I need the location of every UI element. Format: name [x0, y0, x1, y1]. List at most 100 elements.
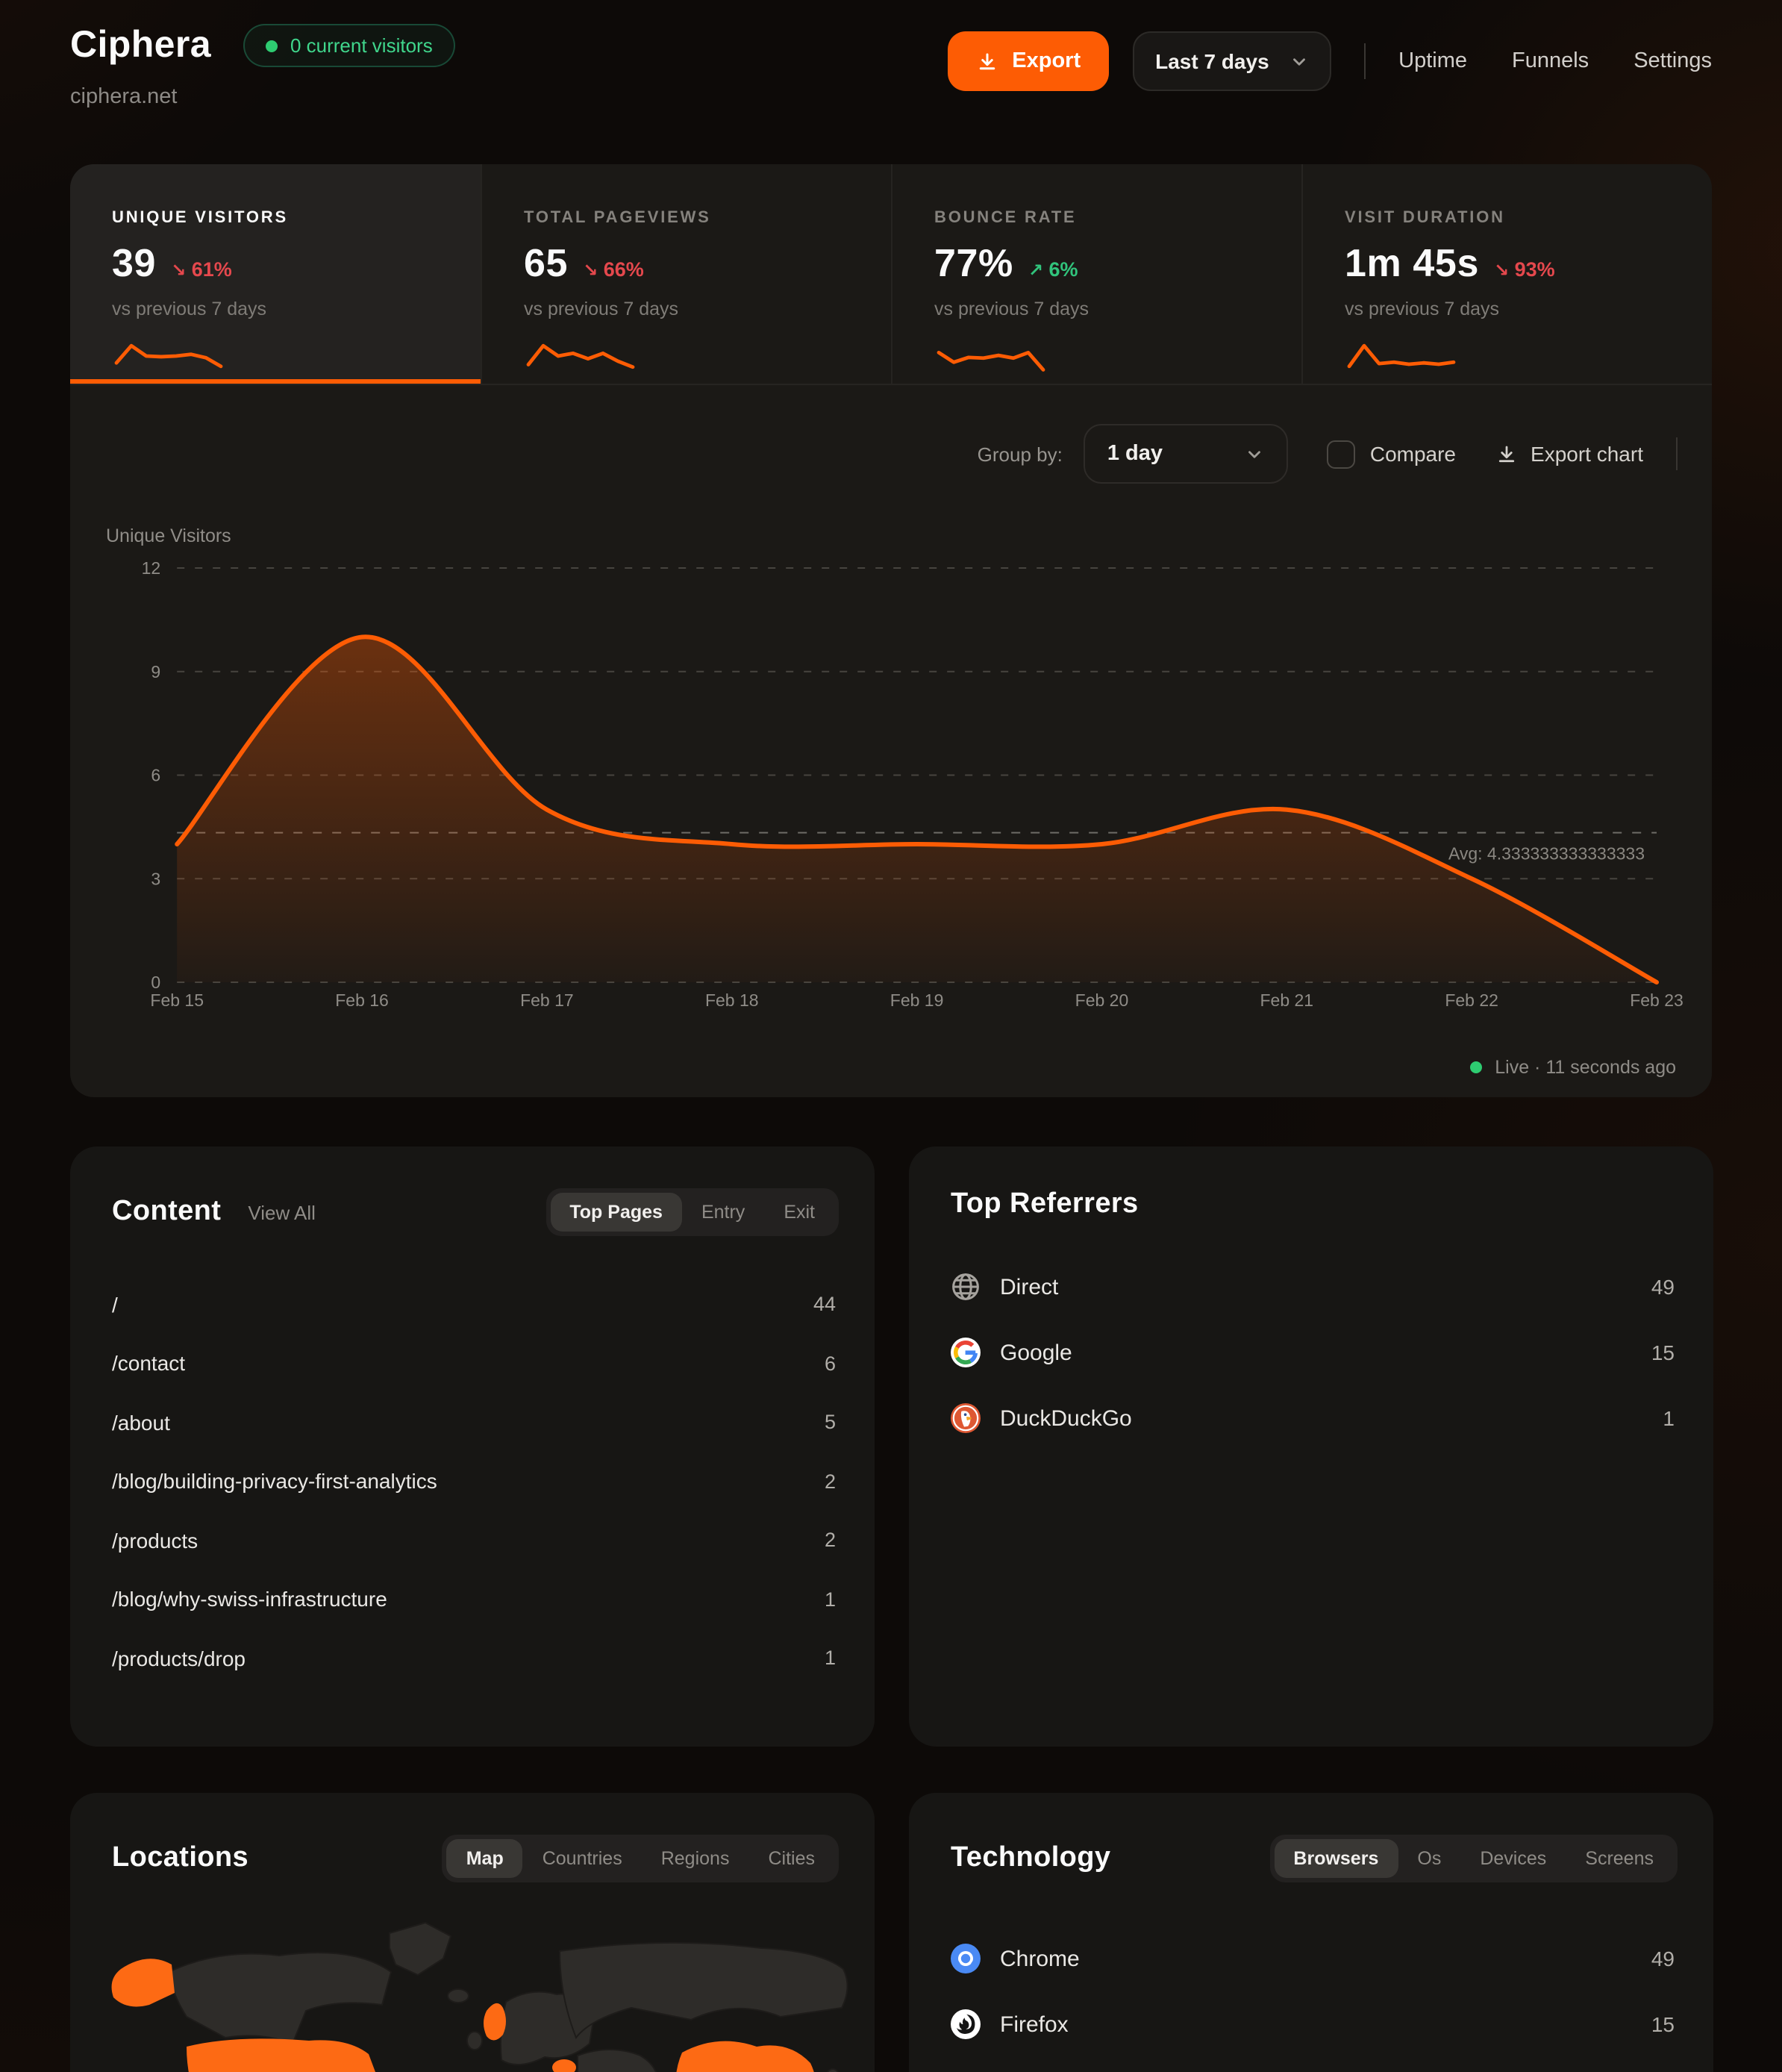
browser-row-partial[interactable]	[909, 2057, 1713, 2072]
download-icon	[980, 52, 995, 69]
avg-line-label: Avg: 4.333333333333333	[1448, 844, 1645, 864]
firefox-icon	[951, 2009, 981, 2039]
compare-label: Compare	[1369, 442, 1457, 466]
locations-tab-map[interactable]: Map	[446, 1839, 523, 1878]
x-tick-label: Feb 21	[1260, 990, 1313, 1010]
y-tick-label: 12	[142, 558, 161, 578]
group-by-value: 1 day	[1107, 442, 1163, 466]
stat-card-total-pageviews[interactable]: TOTAL PAGEVIEWS 65 ↘ 66% vs previous 7 days	[481, 164, 891, 384]
stat-delta: ↘ 93%	[1493, 258, 1555, 281]
current-visitors-label: 0 current visitors	[290, 34, 433, 57]
content-tab-exit[interactable]: Exit	[784, 1202, 815, 1223]
page-path: /	[112, 1292, 118, 1317]
x-tick-label: Feb 19	[890, 990, 944, 1010]
current-visitors-badge[interactable]: 0 current visitors	[243, 24, 455, 67]
technology-tab-devices[interactable]: Devices	[1480, 1848, 1547, 1869]
nav-link-funnels[interactable]: Funnels	[1512, 49, 1589, 73]
referrer-rows: Direct 49 Google 15 DuckDuckGo 1	[909, 1254, 1713, 1451]
export-button[interactable]: Export	[948, 31, 1110, 91]
globe-icon	[951, 1272, 981, 1302]
technology-tab-os[interactable]: Os	[1417, 1848, 1442, 1869]
page-path: /products	[112, 1528, 198, 1553]
x-tick-label: Feb 23	[1630, 990, 1683, 1010]
page-count: 44	[813, 1293, 836, 1316]
page-path: /about	[112, 1410, 170, 1435]
page-row-contact[interactable]: /contact 6	[70, 1334, 875, 1393]
locations-panel: Locations Map Countries Regions Cities	[70, 1793, 875, 2072]
stat-value: 1m 45s	[1345, 240, 1479, 285]
referrer-name: Direct	[1000, 1274, 1059, 1299]
compare-toggle[interactable]: Compare	[1326, 440, 1457, 468]
stat-comparison-label: vs previous 7 days	[524, 299, 679, 319]
date-range-select[interactable]: Last 7 days	[1133, 31, 1332, 91]
page-row-blog-building-privacy-first-analytics[interactable]: /blog/building-privacy-first-analytics 2	[70, 1452, 875, 1511]
x-tick-label: Feb 15	[150, 990, 204, 1010]
browser-row-chrome[interactable]: Chrome 49	[909, 1926, 1713, 1991]
stat-card-bounce-rate[interactable]: BOUNCE RATE 77% ↗ 6% vs previous 7 days	[891, 164, 1301, 384]
technology-panel: Technology Browsers Os Devices Screens Chro…	[909, 1793, 1713, 2072]
content-tabs: Top Pages Entry Exit	[545, 1188, 839, 1236]
referrer-row-direct[interactable]: Direct 49	[909, 1254, 1713, 1320]
browser-count: 49	[1651, 1947, 1675, 1970]
stat-value: 77%	[934, 240, 1013, 285]
y-tick-label: 9	[151, 662, 160, 681]
y-tick-label: 6	[151, 766, 160, 785]
y-tick-label: 3	[151, 869, 160, 888]
locations-tab-countries[interactable]: Countries	[542, 1848, 622, 1869]
google-icon	[951, 1338, 981, 1367]
nav-link-settings[interactable]: Settings	[1634, 49, 1712, 73]
header: Ciphera 0 current visitors ciphera.net E…	[70, 24, 1712, 109]
content-tab-top-pages[interactable]: Top Pages	[550, 1193, 682, 1232]
stat-label: TOTAL PAGEVIEWS	[524, 209, 711, 227]
export-chart-button[interactable]: Export chart	[1495, 442, 1643, 466]
page-row-products[interactable]: /products 2	[70, 1511, 875, 1570]
stats-row: UNIQUE VISITORS 39 ↘ 61% vs previous 7 days…	[70, 164, 1712, 385]
referrer-row-duckduckgo[interactable]: DuckDuckGo 1	[909, 1385, 1713, 1451]
stat-value: 39	[112, 240, 157, 285]
referrer-count: 15	[1651, 1341, 1675, 1364]
page-count: 2	[824, 1470, 836, 1493]
referrer-count: 1	[1663, 1406, 1675, 1430]
live-status-label: Live · 11 seconds ago	[1495, 1057, 1676, 1078]
page-count: 6	[824, 1352, 836, 1375]
view-all-link[interactable]: View All	[248, 1201, 316, 1223]
content-title: Content	[112, 1196, 222, 1227]
compare-checkbox[interactable]	[1326, 440, 1355, 468]
page-row-blog-why-swiss-infrastructure[interactable]: /blog/why-swiss-infrastructure 1	[70, 1570, 875, 1629]
stat-comparison-label: vs previous 7 days	[112, 299, 267, 319]
stat-card-visit-duration[interactable]: VISIT DURATION 1m 45s ↘ 93% vs previous 7 d…	[1301, 164, 1712, 384]
date-range-value: Last 7 days	[1155, 49, 1269, 73]
content-panel: Content View All Top Pages Entry Exit /44/…	[70, 1146, 875, 1747]
live-status: Live · 11 seconds ago	[1469, 1057, 1676, 1078]
live-dot-icon	[1469, 1061, 1482, 1073]
referrer-count: 49	[1651, 1275, 1675, 1299]
stat-card-unique-visitors[interactable]: UNIQUE VISITORS 39 ↘ 61% vs previous 7 days	[70, 164, 481, 384]
controls-divider	[1676, 437, 1678, 470]
page-row-products-drop[interactable]: /products/drop 1	[70, 1629, 875, 1688]
content-tab-entry[interactable]: Entry	[701, 1202, 745, 1223]
browser-row-firefox[interactable]: Firefox 15	[909, 1991, 1713, 2057]
browser-name: Firefox	[1000, 2012, 1069, 2037]
nav-link-uptime[interactable]: Uptime	[1398, 49, 1467, 73]
technology-tabs: Browsers Os Devices Screens	[1269, 1835, 1678, 1882]
chrome-icon	[951, 1944, 981, 1973]
technology-title: Technology	[951, 1842, 1111, 1873]
locations-tab-regions[interactable]: Regions	[660, 1848, 730, 1869]
x-tick-label: Feb 17	[520, 990, 574, 1010]
page-path: /products/drop	[112, 1646, 246, 1670]
locations-tab-cities[interactable]: Cities	[768, 1848, 815, 1869]
page-row-[interactable]: / 44	[70, 1275, 875, 1334]
technology-tab-browsers[interactable]: Browsers	[1274, 1839, 1398, 1878]
chevron-down-icon	[1248, 450, 1260, 458]
group-by-select[interactable]: 1 day	[1083, 424, 1288, 484]
technology-tab-screens[interactable]: Screens	[1585, 1848, 1654, 1869]
page-row-about[interactable]: /about 5	[70, 1393, 875, 1452]
referrer-row-google[interactable]: Google 15	[909, 1320, 1713, 1385]
referrer-name: DuckDuckGo	[1000, 1405, 1132, 1431]
chart-controls: Group by: 1 day Compare Export chart	[978, 424, 1678, 484]
page-path: /blog/why-swiss-infrastructure	[112, 1587, 387, 1611]
stat-sparkline	[937, 350, 1045, 372]
chart-y-axis-title: Unique Visitors	[106, 525, 231, 546]
